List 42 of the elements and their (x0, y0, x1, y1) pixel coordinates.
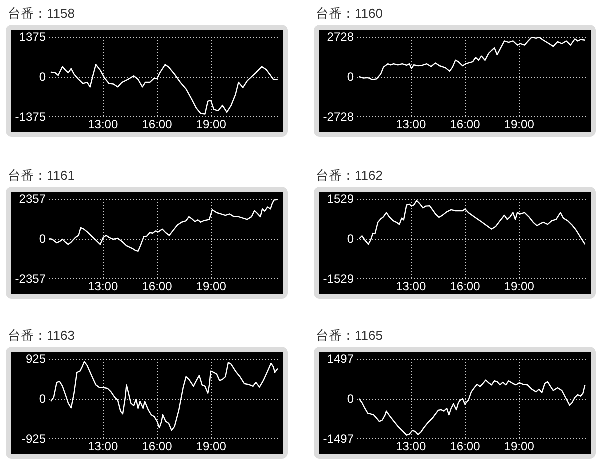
x-tick-label: 13:00 (396, 279, 426, 294)
x-tick-label: 19:00 (196, 117, 227, 132)
chart-title: 台番：1163 (8, 327, 76, 345)
x-tick-label: 19:00 (196, 279, 227, 294)
y-tick-label: 2357 (19, 192, 46, 206)
x-tick-label: 13:00 (88, 117, 118, 132)
x-tick-label: 19:00 (196, 439, 227, 454)
x-tick-label: 16:00 (142, 439, 173, 454)
y-tick-label: 0 (39, 392, 46, 406)
y-tick-label: 925 (26, 352, 46, 366)
x-tick-label: 19:00 (504, 279, 535, 294)
chart-title: 台番：1161 (8, 167, 76, 185)
x-tick-label: 13:00 (396, 439, 426, 454)
chart-title: 台番：1165 (316, 327, 384, 345)
x-tick-label: 16:00 (450, 279, 481, 294)
x-tick-label: 13:00 (396, 117, 426, 132)
y-tick-label: 0 (39, 232, 46, 246)
x-tick-label: 13:00 (88, 439, 118, 454)
chart-title: 台番：1158 (8, 5, 76, 23)
y-tick-label: -2728 (323, 110, 354, 124)
x-tick-label: 16:00 (450, 117, 481, 132)
chart-title: 台番：1160 (316, 5, 384, 23)
y-tick-label: 0 (347, 70, 354, 84)
y-tick-label: -1497 (323, 432, 354, 446)
y-tick-label: -1375 (15, 110, 46, 124)
y-tick-label: -1529 (323, 272, 354, 286)
y-tick-label: 2728 (327, 30, 354, 44)
x-tick-label: 19:00 (504, 117, 535, 132)
x-tick-label: 19:00 (504, 439, 535, 454)
y-tick-label: -2357 (15, 272, 46, 286)
x-tick-label: 16:00 (142, 279, 173, 294)
x-tick-label: 13:00 (88, 279, 118, 294)
y-tick-label: 0 (39, 70, 46, 84)
x-tick-label: 16:00 (450, 439, 481, 454)
y-tick-label: 1497 (327, 352, 354, 366)
y-tick-label: 0 (347, 232, 354, 246)
y-tick-label: 1529 (327, 192, 354, 206)
chart-title: 台番：1162 (316, 167, 384, 185)
y-tick-label: 1375 (19, 30, 46, 44)
y-tick-label: -925 (22, 432, 46, 446)
y-tick-label: 0 (347, 392, 354, 406)
x-tick-label: 16:00 (142, 117, 173, 132)
